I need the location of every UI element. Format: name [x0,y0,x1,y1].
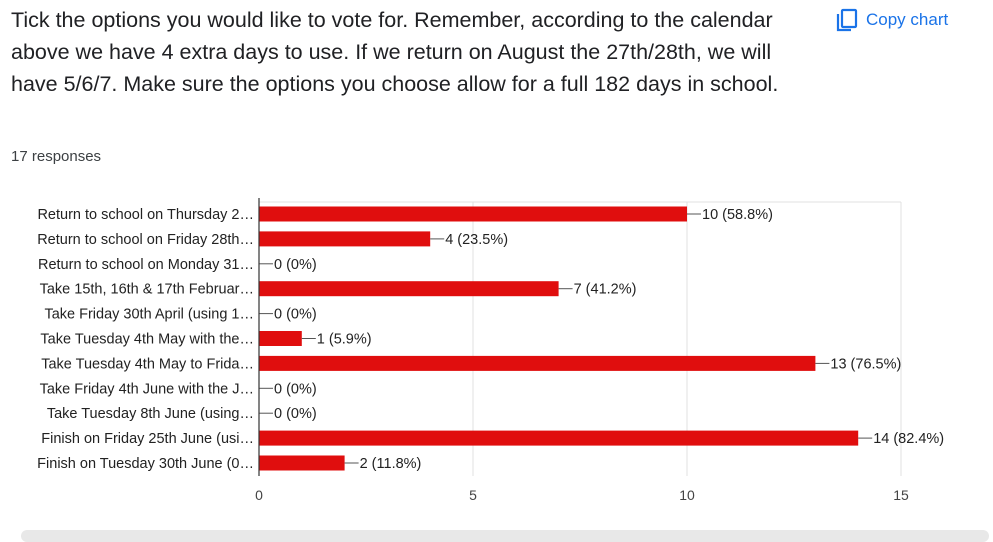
bar [259,331,302,346]
x-tick-label: 0 [255,487,263,503]
bar [259,455,345,471]
bar [259,430,859,446]
value-label: 0 (0%) [274,406,317,422]
value-label: 0 (0%) [274,257,317,273]
x-tick-label: 10 [679,487,695,503]
value-label: 2 (11.8%) [360,456,422,472]
bar-chart: 0 5 10 15 Return to school on Thursday 2… 10 … [37,198,944,503]
copy-chart-button[interactable]: Copy chart [836,6,948,34]
bar [259,281,559,297]
category-label: Take 15th, 16th & 17th Februar… [40,282,254,298]
category-label: Finish on Friday 25th June (usi… [41,431,254,447]
category-label: Take Friday 30th April (using 1… [44,307,254,323]
bar [259,206,687,222]
x-tick-label: 5 [469,487,477,503]
value-label: 0 (0%) [274,307,317,323]
copy-chart-label: Copy chart [866,10,949,29]
copy-icon [836,8,858,32]
category-label: Take Tuesday 4th May with the… [40,332,254,348]
horizontal-scrollbar[interactable] [21,530,989,542]
category-label: Return to school on Thursday 2… [37,207,254,223]
value-label: 4 (23.5%) [445,232,508,248]
value-label: 0 (0%) [274,381,317,397]
category-label: Take Tuesday 8th June (using… [47,406,254,422]
category-label: Take Tuesday 4th May to Frida… [41,356,254,372]
question-title: Tick the options you would like to vote … [11,8,779,96]
category-label: Take Friday 4th June with the J… [40,381,254,397]
value-label: 1 (5.9%) [317,332,372,348]
x-tick-label: 15 [893,487,909,503]
bar [259,355,816,371]
value-label: 7 (41.2%) [574,282,637,298]
category-label: Return to school on Monday 31… [38,257,254,273]
response-count: 17 responses [11,148,102,165]
bar [259,231,431,247]
value-label: 14 (82.4%) [873,431,944,447]
value-label: 10 (58.8%) [702,207,773,223]
value-label: 13 (76.5%) [830,356,901,372]
category-label: Finish on Tuesday 30th June (0… [37,456,254,472]
category-label: Return to school on Friday 28th… [37,232,254,248]
